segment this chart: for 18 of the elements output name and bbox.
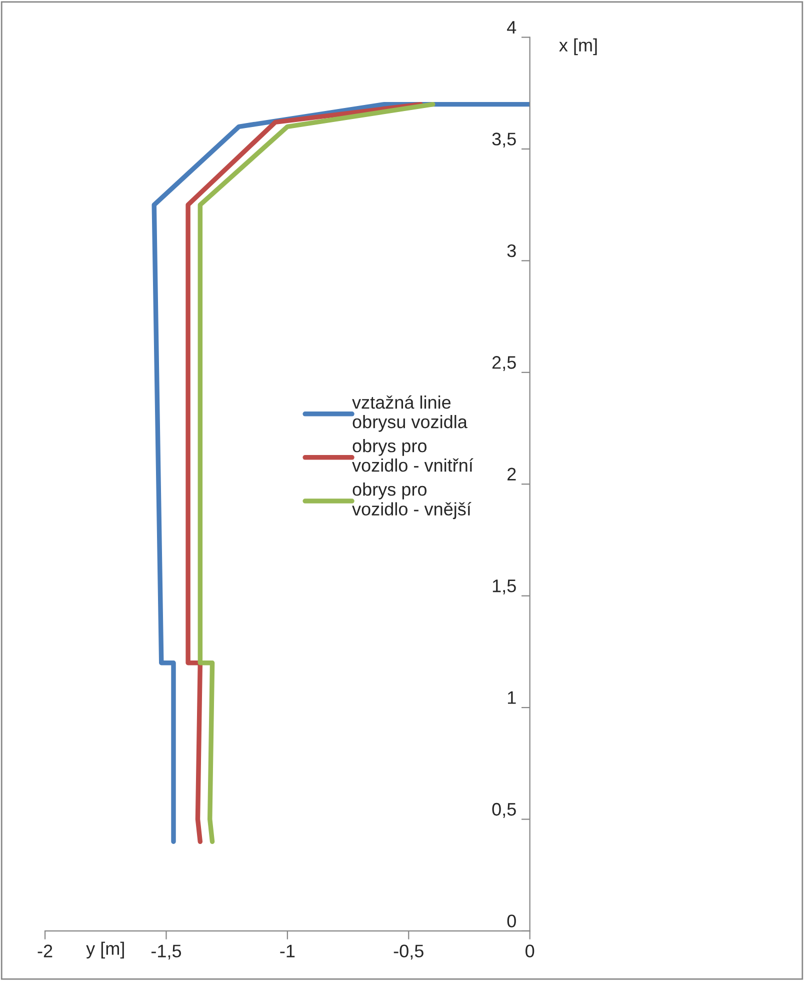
y-tick-label: 0,5	[492, 802, 516, 818]
y-tick-label: 1,5	[492, 580, 516, 594]
y-tick-label: 1	[508, 691, 516, 704]
y-tick-label: 3,5	[492, 132, 516, 148]
legend-label: obrys pro vozidlo - vnější	[352, 482, 472, 520]
x-tick-label: -1	[280, 944, 295, 958]
y-tick-label: 0	[507, 914, 516, 928]
y-tick-label: 2	[508, 468, 516, 480]
x-axis-title: y [m]	[86, 942, 124, 959]
x-tick-label: -2	[38, 944, 52, 958]
y-axis-title: x [m]	[559, 38, 597, 56]
y-tick-label: 3	[507, 244, 516, 258]
y-tick-label: 4	[507, 21, 516, 34]
x-tick-label: -1,5	[151, 944, 182, 960]
x-tick-label: 0	[526, 944, 534, 958]
legend-label: obrys pro vozidlo - vnitřní	[352, 439, 474, 472]
x-tick-label: -0,5	[394, 944, 424, 960]
y-tick-label: 2,5	[492, 356, 516, 371]
